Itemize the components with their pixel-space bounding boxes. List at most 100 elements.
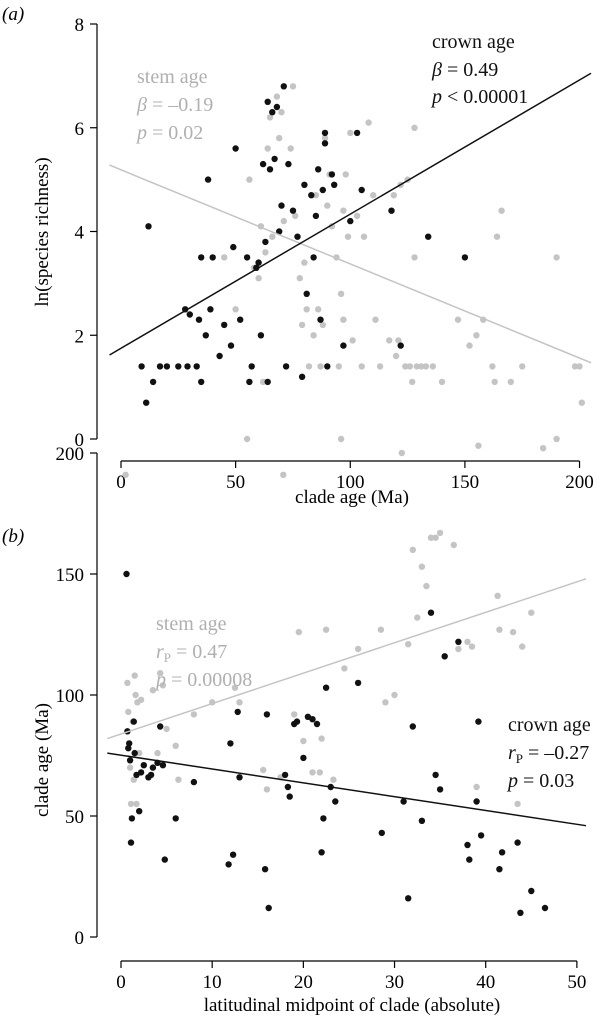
panel-a-crown-point <box>204 176 212 183</box>
panel-b-x-tick-label: 0 <box>116 972 126 993</box>
panel-b-x-tick-label: 30 <box>385 972 404 993</box>
panel-b-crown-point <box>190 778 198 786</box>
panel-b-stem-point <box>132 691 139 699</box>
panel-a-stem-beta-symbol: β <box>136 94 147 116</box>
panel-a-crown-point <box>298 373 306 380</box>
panel-b-stem-point <box>125 708 132 716</box>
panel-a-crown-point <box>321 129 329 137</box>
panel-b-stem-point <box>539 445 547 452</box>
panel-a-crown-point <box>278 202 285 209</box>
panel-b-stem-point <box>157 670 164 677</box>
panel-a-crown-point <box>246 378 253 386</box>
panel-a-crown-beta-value: = 0.49 <box>442 59 498 81</box>
panel-b-crown-point <box>354 679 362 687</box>
panel-a-y-tick-label: 2 <box>75 326 85 347</box>
panel-b-stem-point <box>398 449 405 457</box>
panel-b-crown-point <box>123 570 130 578</box>
panel-a-stem-point <box>273 93 281 100</box>
panel-b-stem-point <box>455 645 462 653</box>
panel-a-crown-point <box>328 171 336 178</box>
panel-a-crown-point <box>193 363 200 370</box>
panel-b-crown-point <box>149 764 157 771</box>
panel-b-stem-point <box>130 776 137 783</box>
panel-b-crown-point <box>126 740 133 747</box>
panel-a-y-tick-label: 6 <box>75 119 85 140</box>
panel-a-stem-p-value: = 0.02 <box>147 122 203 144</box>
panel-b-stem-point <box>464 638 471 645</box>
panel-b-crown-point <box>400 798 407 805</box>
panel-b-crown-point <box>227 740 234 747</box>
panel-a-plot-area <box>109 72 592 443</box>
panel-a-stem-point <box>422 363 430 370</box>
panel-b-stem-p-value: = 0.00008 <box>166 669 252 691</box>
panel-a-stem-point <box>365 119 372 126</box>
panel-b-x-axis-label: latitudinal midpoint of clade (absolute) <box>204 995 501 1016</box>
panel-a-y-tick-label: 4 <box>75 223 85 244</box>
panel-a-crown-point <box>248 363 255 370</box>
panel-b-crown-point <box>409 723 416 730</box>
panel-b-crown-point <box>514 839 521 846</box>
panel-a-x-tick-label: 0 <box>116 472 126 493</box>
panel-a-stem-point <box>409 378 416 386</box>
panel-a-crown-point <box>425 233 432 240</box>
panel-b-axes: 0 10 20 30 40 50 0 50 100 150 200 <box>56 444 587 993</box>
panel-a-stem-point <box>493 233 501 240</box>
panel-a-crown-point <box>324 363 331 370</box>
panel-b-crown-point <box>157 723 164 730</box>
panel-a-x-tick-label: 100 <box>336 472 365 493</box>
panel-a-crown-point <box>145 223 152 230</box>
panel-b-crown-point <box>541 904 549 912</box>
panel-b-crown-point <box>418 817 426 824</box>
panel-b-crown-point <box>322 684 330 691</box>
panel-a-stem-point <box>301 259 308 266</box>
panel-b-y-tick-label: 0 <box>75 928 85 949</box>
panel-a-stem-point <box>289 83 297 90</box>
panel-a-stem-point <box>454 316 462 323</box>
panel-a-stem-point <box>319 321 326 329</box>
panel-b-y-tick-label: 200 <box>56 444 85 465</box>
panel-b-stem-point <box>382 699 389 706</box>
panel-b-stem-point <box>318 735 325 742</box>
panel-a-stem-point <box>413 363 420 370</box>
panel-b-stem-point <box>231 684 239 691</box>
panel-a-stem-point <box>473 332 480 339</box>
panel-a-crown-point <box>227 342 235 349</box>
panel-b-crown-point <box>284 783 292 791</box>
panel-a-crown-point <box>264 98 271 106</box>
panel-b-stem-point <box>405 641 412 648</box>
panel-b-stem-point <box>291 711 298 718</box>
panel-a-stem-point <box>269 233 276 240</box>
panel-a-stem-title: stem age <box>137 66 208 88</box>
panel-a-stem-point <box>576 363 583 370</box>
panel-b-crown-point <box>313 720 321 728</box>
panel-a-stem-point <box>553 435 560 443</box>
panel-a-stem-point <box>342 171 349 178</box>
panel-b-stem-point <box>149 687 157 694</box>
panel-b-stem-point <box>414 614 421 621</box>
panel-b-crown-point <box>528 887 535 895</box>
panel-b-stem-r-value: = 0.47 <box>171 641 227 663</box>
panel-b-crown-point <box>332 798 339 805</box>
panel-a-y-tick-label: 8 <box>75 15 85 36</box>
panel-a-stem-point <box>372 316 379 323</box>
panel-a-stem-point <box>243 435 251 443</box>
panel-a-stem-point <box>278 109 285 116</box>
panel-a-stem-point <box>296 275 303 282</box>
panel-b-crown-fit-line <box>107 752 587 827</box>
panel-a-stem-fit-line <box>109 164 592 364</box>
panel-a-stem-point <box>280 217 287 225</box>
panel-b-stem-fit-line <box>107 578 587 740</box>
panel-a-stem-point <box>390 192 397 199</box>
panel-b-crown-r: rP = –0.27 <box>508 742 589 766</box>
panel-b-crown-point <box>293 718 301 725</box>
panel-b-stem-point <box>409 546 416 553</box>
panel-b-crown-p-symbol: p <box>506 770 518 792</box>
panel-a-stem-point <box>498 207 505 214</box>
panel-b-crown-point <box>263 711 271 718</box>
panel-a-stem-point <box>411 124 418 131</box>
panel-a-stem-point <box>221 254 228 261</box>
panel-a-stem-point <box>395 337 402 344</box>
panel-b-stem-point <box>137 696 145 703</box>
panel-a-stem-point <box>349 337 356 344</box>
panel-a-crown-point <box>184 363 191 370</box>
